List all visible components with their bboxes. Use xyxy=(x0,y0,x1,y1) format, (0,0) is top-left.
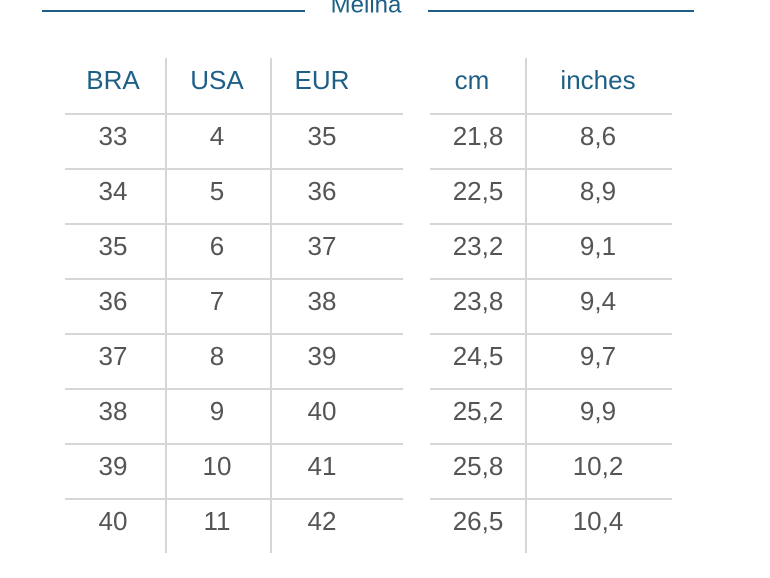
table-cell: 4 xyxy=(210,121,224,151)
table-cell: 10 xyxy=(203,451,232,481)
table-cell: 39 xyxy=(99,451,128,481)
table-cell: 26,5 xyxy=(453,506,504,536)
table-cell: 38 xyxy=(99,396,128,426)
table-cell: 8,9 xyxy=(580,176,616,206)
table-cell: 25,2 xyxy=(453,396,504,426)
table-cell: 8 xyxy=(210,341,224,371)
column-header: EUR xyxy=(295,65,350,95)
table-cell: 21,8 xyxy=(453,121,504,151)
table-cell: 36 xyxy=(308,176,337,206)
table-cell: 33 xyxy=(99,121,128,151)
table-cell: 36 xyxy=(99,286,128,316)
table-cell: 9,4 xyxy=(580,286,616,316)
table-cell: 24,5 xyxy=(453,341,504,371)
table-cell: 5 xyxy=(210,176,224,206)
table-cell: 40 xyxy=(308,396,337,426)
table-cell: 8,6 xyxy=(580,121,616,151)
table-cell: 10,2 xyxy=(573,451,624,481)
column-header: cm xyxy=(455,65,490,95)
table-cell: 39 xyxy=(308,341,337,371)
table-cell: 10,4 xyxy=(573,506,624,536)
table-cell: 22,5 xyxy=(453,176,504,206)
table-cell: 9,9 xyxy=(580,396,616,426)
table-cell: 41 xyxy=(308,451,337,481)
column-header: BRA xyxy=(86,65,140,95)
table-cell: 38 xyxy=(308,286,337,316)
table-cell: 9 xyxy=(210,396,224,426)
table-cell: 35 xyxy=(99,231,128,261)
table-cell: 23,2 xyxy=(453,231,504,261)
table-cell: 6 xyxy=(210,231,224,261)
table-cell: 23,8 xyxy=(453,286,504,316)
column-header: inches xyxy=(560,65,635,95)
column-header: USA xyxy=(190,65,244,95)
table-cell: 25,8 xyxy=(453,451,504,481)
table-cell: 9,1 xyxy=(580,231,616,261)
table-cell: 7 xyxy=(210,286,224,316)
table-cell: 9,7 xyxy=(580,341,616,371)
table-cell: 40 xyxy=(99,506,128,536)
table-cell: 35 xyxy=(308,121,337,151)
table-cell: 42 xyxy=(308,506,337,536)
table-cell: 34 xyxy=(99,176,128,206)
title: Melina xyxy=(331,0,402,18)
table-cell: 37 xyxy=(99,341,128,371)
table-cell: 37 xyxy=(308,231,337,261)
table-cell: 11 xyxy=(204,506,231,536)
